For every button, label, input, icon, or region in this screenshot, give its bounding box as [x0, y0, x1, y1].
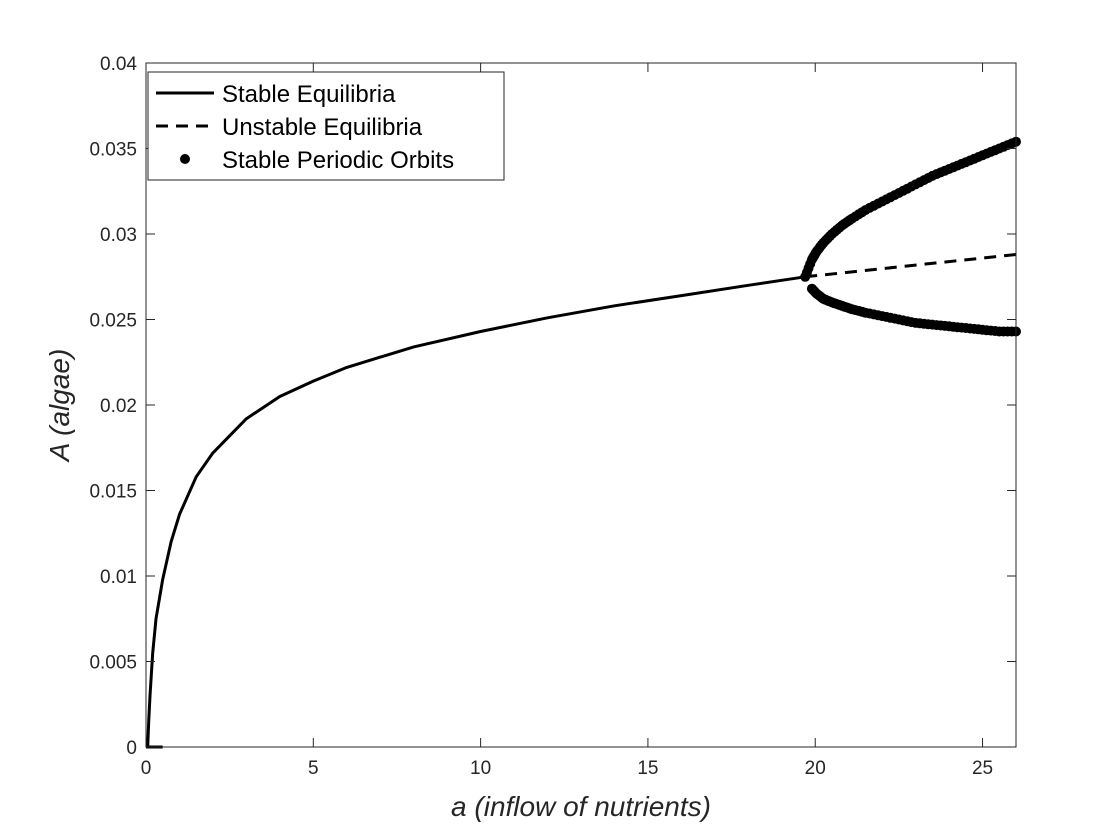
periodic-orbit-point: [906, 317, 917, 328]
x-axis-title: a (inflow of nutrients): [451, 791, 711, 822]
periodic-orbit-point: [873, 310, 883, 321]
periodic-orbit-point: [956, 322, 967, 333]
y-tick-label: 0.005: [89, 653, 137, 674]
y-axis-title: A (algae): [44, 349, 75, 464]
periodic-orbit-point: [973, 152, 984, 162]
x-tick-label: 20: [805, 758, 826, 779]
y-tick-label: 0.01: [100, 567, 137, 588]
periodic-orbit-point: [857, 306, 868, 317]
periodic-orbit-point: [857, 207, 868, 218]
y-tick-label: 0.03: [100, 225, 137, 246]
periodic-orbit-point: [990, 145, 1001, 156]
unstable-equilibria-line: [805, 253, 1017, 279]
legend: Stable Equilibria Unstable Equilibria St…: [147, 71, 505, 181]
x-tick-label: 0: [141, 758, 152, 779]
periodic-orbit-point: [1006, 326, 1017, 337]
periodic-orbit-point: [873, 198, 883, 209]
periodic-orbit-point: [889, 313, 900, 324]
y-tick-label: 0.025: [89, 311, 137, 332]
data-layer: [146, 136, 1021, 749]
legend-periodic-marker-sample: [180, 154, 190, 164]
legend-unstable-label: Unstable Equilibria: [222, 114, 423, 141]
periodic-orbit-point: [906, 181, 917, 192]
legend-periodic-label: Stable Periodic Orbits: [222, 147, 454, 174]
y-tick-label: 0.035: [89, 140, 137, 161]
x-tick-label: 5: [308, 758, 319, 779]
periodic-orbit-point: [956, 158, 967, 169]
y-tick-label: 0: [126, 738, 137, 759]
stable-equilibria-line: [146, 275, 806, 748]
ticks-layer: 0 5 10 15 20 25 0 0.005 0.01 0.015 0.02 0.025 0.03 0.…: [89, 54, 1016, 779]
periodic-orbit-point: [1006, 138, 1017, 149]
x-tick-label: 25: [972, 758, 993, 779]
periodic-orbit-point: [923, 173, 934, 183]
periodic-orbit-point: [939, 165, 950, 176]
periodic-orbit-point: [973, 324, 984, 335]
periodic-orbit-point: [990, 326, 1001, 336]
legend-stable-label: Stable Equilibria: [222, 81, 396, 108]
y-tick-label: 0.02: [100, 396, 137, 417]
y-tick-label: 0.04: [100, 54, 137, 75]
y-tick-label: 0.015: [89, 482, 137, 503]
periodic-orbit-point: [923, 319, 934, 330]
x-tick-label: 15: [637, 758, 658, 779]
periodic-orbit-point: [889, 190, 900, 201]
periodic-orbit-point: [939, 320, 950, 331]
x-tick-label: 10: [470, 758, 491, 779]
